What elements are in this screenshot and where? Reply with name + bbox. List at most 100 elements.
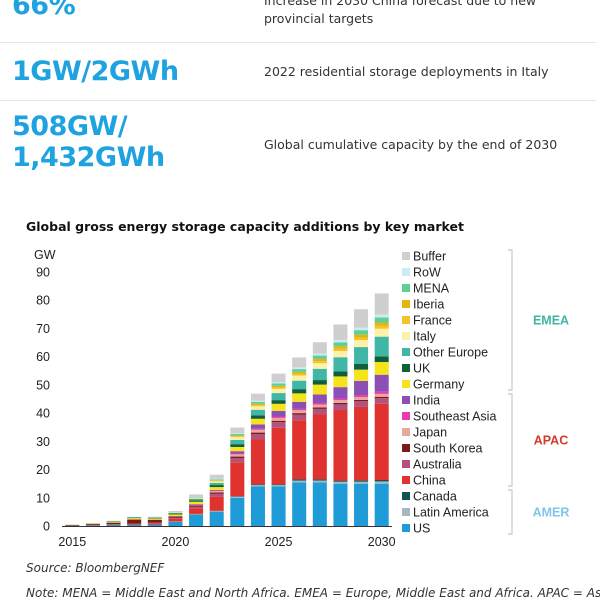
bar-segment-australia bbox=[354, 401, 369, 407]
bar-segment-germany bbox=[292, 393, 307, 402]
legend-label: RoW bbox=[413, 266, 441, 280]
legend-swatch bbox=[402, 460, 410, 468]
bar-segment-southeast-asia bbox=[292, 408, 307, 411]
bar-segment-mena bbox=[354, 330, 369, 335]
bar-segment-mena bbox=[271, 383, 286, 386]
bar-segment-canada bbox=[333, 480, 348, 482]
bar-segment-southeast-asia bbox=[312, 402, 327, 405]
legend-label: Iberia bbox=[413, 298, 444, 312]
bar-segment-australia bbox=[374, 398, 389, 404]
bar-segment-italy bbox=[354, 340, 369, 348]
legend-swatch bbox=[402, 396, 410, 404]
bar-segment-australia bbox=[333, 404, 348, 410]
bar-segment-latin-america bbox=[333, 481, 348, 484]
bar-segment-latin-america bbox=[374, 481, 389, 484]
bar-segment-us bbox=[333, 483, 348, 526]
legend-swatch bbox=[402, 428, 410, 436]
bar-segment-south-korea bbox=[147, 519, 162, 523]
bar-segment-other-europe bbox=[271, 393, 286, 401]
bar-segment-buffer bbox=[292, 357, 307, 368]
bar-segment-other-europe bbox=[209, 482, 224, 486]
stat-description: 2022 residential storage deployments in … bbox=[264, 64, 549, 79]
legend-group-label: EMEA bbox=[533, 314, 569, 328]
bar-segment-japan bbox=[250, 429, 265, 433]
legend-swatch bbox=[402, 476, 410, 484]
bar-segment-row bbox=[354, 327, 369, 331]
bar-segment-buffer bbox=[333, 324, 348, 341]
bar-segment-southeast-asia bbox=[374, 391, 389, 394]
bar-segment-us bbox=[168, 521, 183, 526]
y-tick-label: 30 bbox=[36, 435, 50, 449]
bar-segment-buffer bbox=[147, 516, 162, 518]
bar-segment-japan bbox=[168, 515, 183, 517]
y-tick-label: 50 bbox=[36, 378, 50, 392]
bar-segment-italy bbox=[333, 351, 348, 358]
bar-segment-china bbox=[250, 439, 265, 485]
bar-segment-france bbox=[271, 387, 286, 389]
bar-segment-germany bbox=[271, 403, 286, 411]
y-tick-label: 20 bbox=[36, 463, 50, 477]
bar-segment-uk bbox=[127, 517, 142, 519]
bar-segment-other-europe bbox=[354, 347, 369, 364]
bar-segment-uk bbox=[189, 500, 204, 502]
bar-segment-australia bbox=[189, 506, 204, 509]
bar-segment-buffer bbox=[230, 427, 245, 434]
stat-description: Increase in 2030 China forecast due to n… bbox=[264, 0, 537, 26]
bar-segment-row bbox=[209, 478, 224, 480]
bar-segment-row bbox=[374, 314, 389, 318]
y-tick-label: 90 bbox=[36, 266, 50, 280]
bar-segment-india bbox=[374, 374, 389, 392]
bar-segment-italy bbox=[312, 363, 327, 369]
bar-segment-mena bbox=[312, 355, 327, 359]
legend-group-label: APAC bbox=[534, 434, 569, 448]
legend-swatch bbox=[402, 348, 410, 356]
bar-segment-uk bbox=[230, 444, 245, 447]
bar-segment-us bbox=[374, 483, 389, 526]
legend-group-bracket bbox=[508, 393, 513, 487]
legend-label: Other Europe bbox=[413, 346, 488, 360]
bar-segment-uk bbox=[271, 400, 286, 404]
legend-swatch bbox=[402, 412, 410, 420]
legend-label: MENA bbox=[413, 282, 450, 296]
bar-segment-australia bbox=[312, 408, 327, 415]
bar-segment-germany bbox=[374, 362, 389, 375]
stat-value-line: 508GW/ bbox=[12, 111, 128, 142]
bar-segment-uk bbox=[354, 364, 369, 370]
bar-segment-germany bbox=[189, 501, 204, 504]
stat-value: 508GW/ 1,432GWh bbox=[12, 111, 165, 173]
y-tick-label: 10 bbox=[36, 491, 50, 505]
bar-segment-china bbox=[127, 524, 142, 525]
bar-segment-buffer bbox=[168, 511, 183, 513]
bar-segment-australia bbox=[250, 434, 265, 440]
bar-segment-canada bbox=[271, 484, 286, 486]
legend-label: Latin America bbox=[413, 506, 489, 520]
bar-segment-france bbox=[312, 361, 327, 364]
bar-segment-australia bbox=[292, 414, 307, 421]
bar-segment-france bbox=[209, 480, 224, 482]
bar-segment-japan bbox=[189, 504, 204, 506]
bar-segment-japan bbox=[333, 400, 348, 403]
x-tick-label: 2030 bbox=[368, 535, 396, 549]
legend-swatch bbox=[402, 508, 410, 516]
bar-segment-us bbox=[65, 525, 80, 526]
bar-segment-buffer bbox=[209, 474, 224, 479]
bar-segment-other-europe bbox=[312, 368, 327, 381]
bar-segment-other-europe bbox=[230, 439, 245, 445]
bar-segment-france bbox=[374, 325, 389, 329]
bar-segment-china bbox=[147, 523, 162, 525]
bar-segment-uk bbox=[168, 513, 183, 515]
bar-segment-other-europe bbox=[250, 409, 265, 416]
bar-segment-australia bbox=[230, 457, 245, 463]
bar-segment-china bbox=[354, 406, 369, 481]
bar-segment-iberia bbox=[374, 322, 389, 326]
bar-segment-france bbox=[250, 405, 265, 407]
bar-segment-canada bbox=[230, 496, 245, 497]
bar-segment-south-korea bbox=[374, 396, 389, 399]
bar-segment-australia bbox=[271, 422, 286, 428]
bar-segment-germany bbox=[127, 518, 142, 520]
bar-segment-germany bbox=[354, 369, 369, 381]
bar-segment-france bbox=[292, 373, 307, 376]
bar-segment-other-europe bbox=[168, 512, 183, 514]
bar-segment-latin-america bbox=[292, 480, 307, 483]
